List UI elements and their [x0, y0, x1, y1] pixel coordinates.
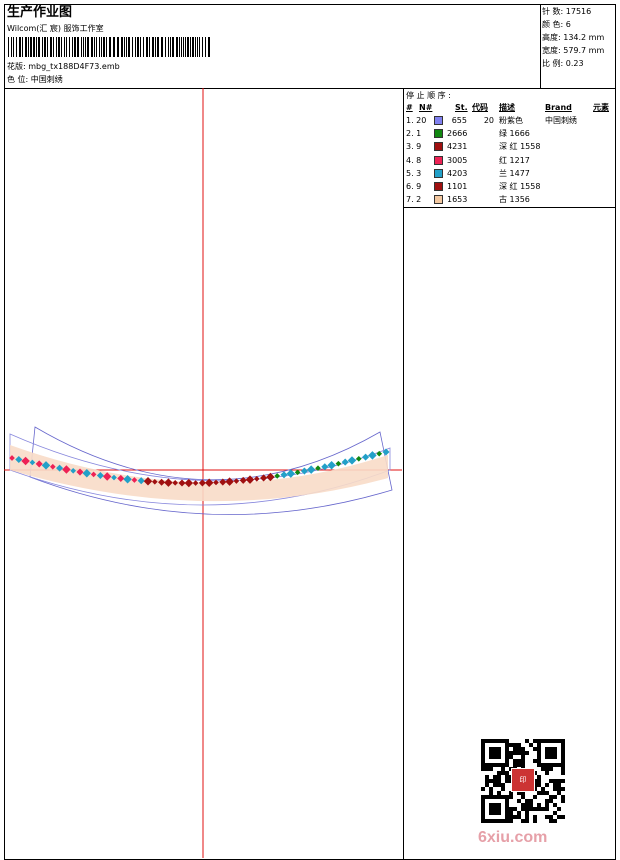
color-swatch: [434, 142, 443, 152]
seq-index: 6. 9: [406, 182, 422, 191]
color-position: 色 位: 中国刺绣: [7, 75, 63, 84]
sequence-title: 停 止 顺 序 :: [406, 91, 451, 100]
col-needle: N#: [419, 103, 433, 112]
band-motifs: [9, 448, 390, 488]
band-background: [10, 445, 388, 502]
company-name: Wilcom(汇 宸) 服饰工作室: [7, 24, 104, 33]
seq-index: 5. 3: [406, 168, 422, 178]
seal-stamp: 印: [511, 768, 535, 792]
color-swatch: [434, 195, 443, 205]
seq-index: 2. 1: [406, 129, 422, 139]
color-swatch: [434, 155, 443, 165]
seq-stitches: 1653: [447, 195, 468, 205]
seq-desc: 深 红 1558: [499, 182, 541, 191]
col-stitches: St.: [455, 103, 468, 112]
seq-brand: 中国刺绣: [545, 116, 577, 125]
seq-stitches: 655: [451, 116, 467, 125]
seq-desc: 深 红 1558: [499, 142, 541, 152]
seq-stitches: 2666: [447, 129, 468, 139]
design-height: 高度: 134.2 mm: [542, 33, 605, 42]
seq-desc: 红 1217: [499, 155, 530, 165]
seq-desc: 古 1356: [499, 195, 530, 205]
design-file: 花版: mbg_tx188D4F73.emb: [7, 62, 120, 71]
col-hash: #: [406, 103, 413, 112]
seq-stitches: 4231: [447, 142, 468, 152]
seq-desc: 绿 1666: [499, 129, 530, 139]
col-element: 元素: [593, 103, 609, 112]
col-code: 代码: [472, 103, 488, 112]
seq-desc: 粉紫色: [499, 116, 523, 125]
seq-desc: 兰 1477: [499, 168, 530, 178]
seq-stitches: 3005: [447, 155, 468, 165]
seq-code: 20: [483, 116, 494, 125]
barcode: [8, 37, 210, 57]
watermark-site: 6xiu.com: [478, 829, 548, 846]
color-swatch: [434, 129, 443, 139]
seq-index: 3. 9: [406, 142, 422, 152]
seq-stitches: 1101: [447, 182, 468, 191]
seq-index: 1. 20: [406, 116, 427, 125]
color-count: 颜 色: 6: [542, 20, 571, 29]
color-swatch: [434, 116, 443, 125]
design-width: 宽度: 579.7 mm: [542, 46, 605, 55]
seq-index: 7. 2: [406, 195, 422, 205]
col-desc: 描述: [499, 103, 515, 112]
stitch-count: 针 数: 17516: [542, 7, 592, 16]
design-scale: 比 例: 0.23: [542, 59, 584, 68]
outline-outer: [29, 426, 393, 515]
color-swatch: [434, 182, 443, 191]
seq-stitches: 4203: [447, 168, 468, 178]
seq-index: 4. 8: [406, 155, 422, 165]
color-swatch: [434, 168, 443, 178]
sequence-divider: [403, 207, 616, 208]
outline-inner: [9, 433, 391, 506]
col-brand: Brand: [545, 103, 572, 112]
page-title: 生产作业图: [7, 5, 73, 20]
qr-code: [480, 738, 566, 824]
